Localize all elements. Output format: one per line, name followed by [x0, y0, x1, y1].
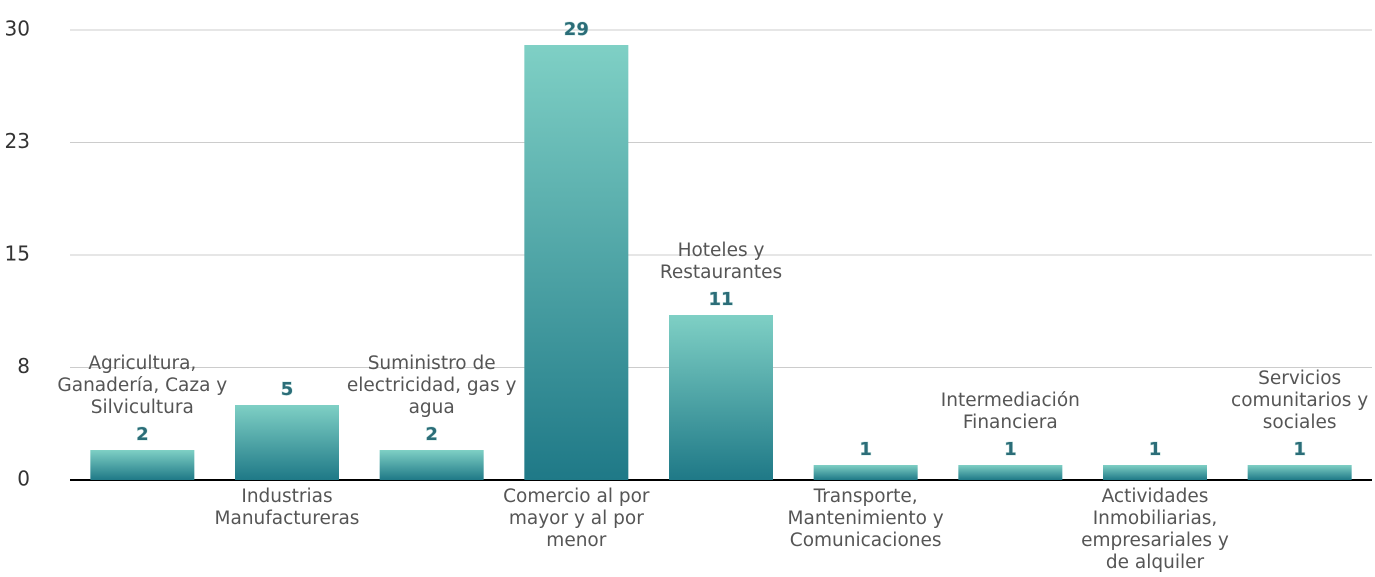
bar	[524, 45, 629, 480]
category-label-text: Intermediación Financiera	[925, 304, 1095, 434]
category-label: Intermediación Financiera	[925, 304, 1095, 434]
value-label: 1	[1004, 439, 1017, 460]
category-text: Intermediación Financiera	[940, 390, 1080, 433]
category-text: Servicios comunitarios y sociales	[1231, 368, 1369, 433]
value-label: 5	[281, 379, 294, 400]
bar	[813, 465, 918, 480]
category-label-text: Comercio al por mayor y al por menor	[491, 486, 661, 577]
bar	[235, 405, 339, 480]
category-label: Transporte, Mantenimiento y Comunicacion…	[781, 486, 951, 577]
category-label: Actividades Inmobiliarias, empresariales…	[1070, 486, 1240, 577]
bar	[1103, 465, 1207, 480]
category-label: Agricultura, Ganadería, Caza y Silvicult…	[57, 289, 227, 419]
category-label-text: Industrias Manufactureras	[202, 486, 372, 577]
value-label: 2	[425, 424, 438, 445]
category-text: Transporte, Mantenimiento y Comunicacion…	[787, 486, 944, 551]
category-label: Hoteles y Restaurantes	[636, 154, 806, 284]
value-label: 2	[136, 424, 149, 445]
value-label: 1	[1293, 439, 1306, 460]
category-text: Comercio al por mayor y al por menor	[503, 486, 650, 551]
bar	[1247, 465, 1352, 480]
category-label-text: Agricultura, Ganadería, Caza y Silvicult…	[57, 289, 227, 419]
category-text: Industrias Manufactureras	[214, 486, 360, 529]
bar	[669, 315, 773, 480]
category-label: Comercio al por mayor y al por menor	[491, 486, 661, 577]
category-label: Industrias Manufactureras	[202, 486, 372, 577]
value-label: 1	[1149, 439, 1162, 460]
category-text: Hoteles y Restaurantes	[659, 240, 783, 283]
category-label-text: Transporte, Mantenimiento y Comunicacion…	[781, 486, 951, 577]
bar	[379, 450, 484, 480]
category-label-text: Suministro de electricidad, gas y agua	[347, 289, 517, 419]
category-label: Suministro de electricidad, gas y agua	[347, 289, 517, 419]
value-label: 29	[564, 19, 589, 40]
category-label-text: Actividades Inmobiliarias, empresariales…	[1070, 486, 1240, 577]
y-tick-label: 30	[5, 17, 30, 41]
category-label-text: Servicios comunitarios y sociales	[1215, 304, 1375, 434]
bar	[958, 465, 1063, 480]
category-text: Suministro de electricidad, gas y agua	[346, 353, 517, 418]
category-label-text: Hoteles y Restaurantes	[636, 154, 806, 284]
value-label: 1	[859, 439, 872, 460]
category-text: Agricultura, Ganadería, Caza y Silvicult…	[57, 353, 228, 418]
y-tick-label: 0	[17, 467, 30, 491]
category-text: Actividades Inmobiliarias, empresariales…	[1081, 486, 1229, 573]
y-tick-label: 15	[5, 242, 30, 266]
bar	[90, 450, 195, 480]
y-tick-label: 23	[5, 129, 30, 153]
category-label: Servicios comunitarios y sociales	[1215, 304, 1375, 434]
y-tick-label: 8	[17, 354, 30, 378]
value-label: 11	[708, 289, 733, 310]
